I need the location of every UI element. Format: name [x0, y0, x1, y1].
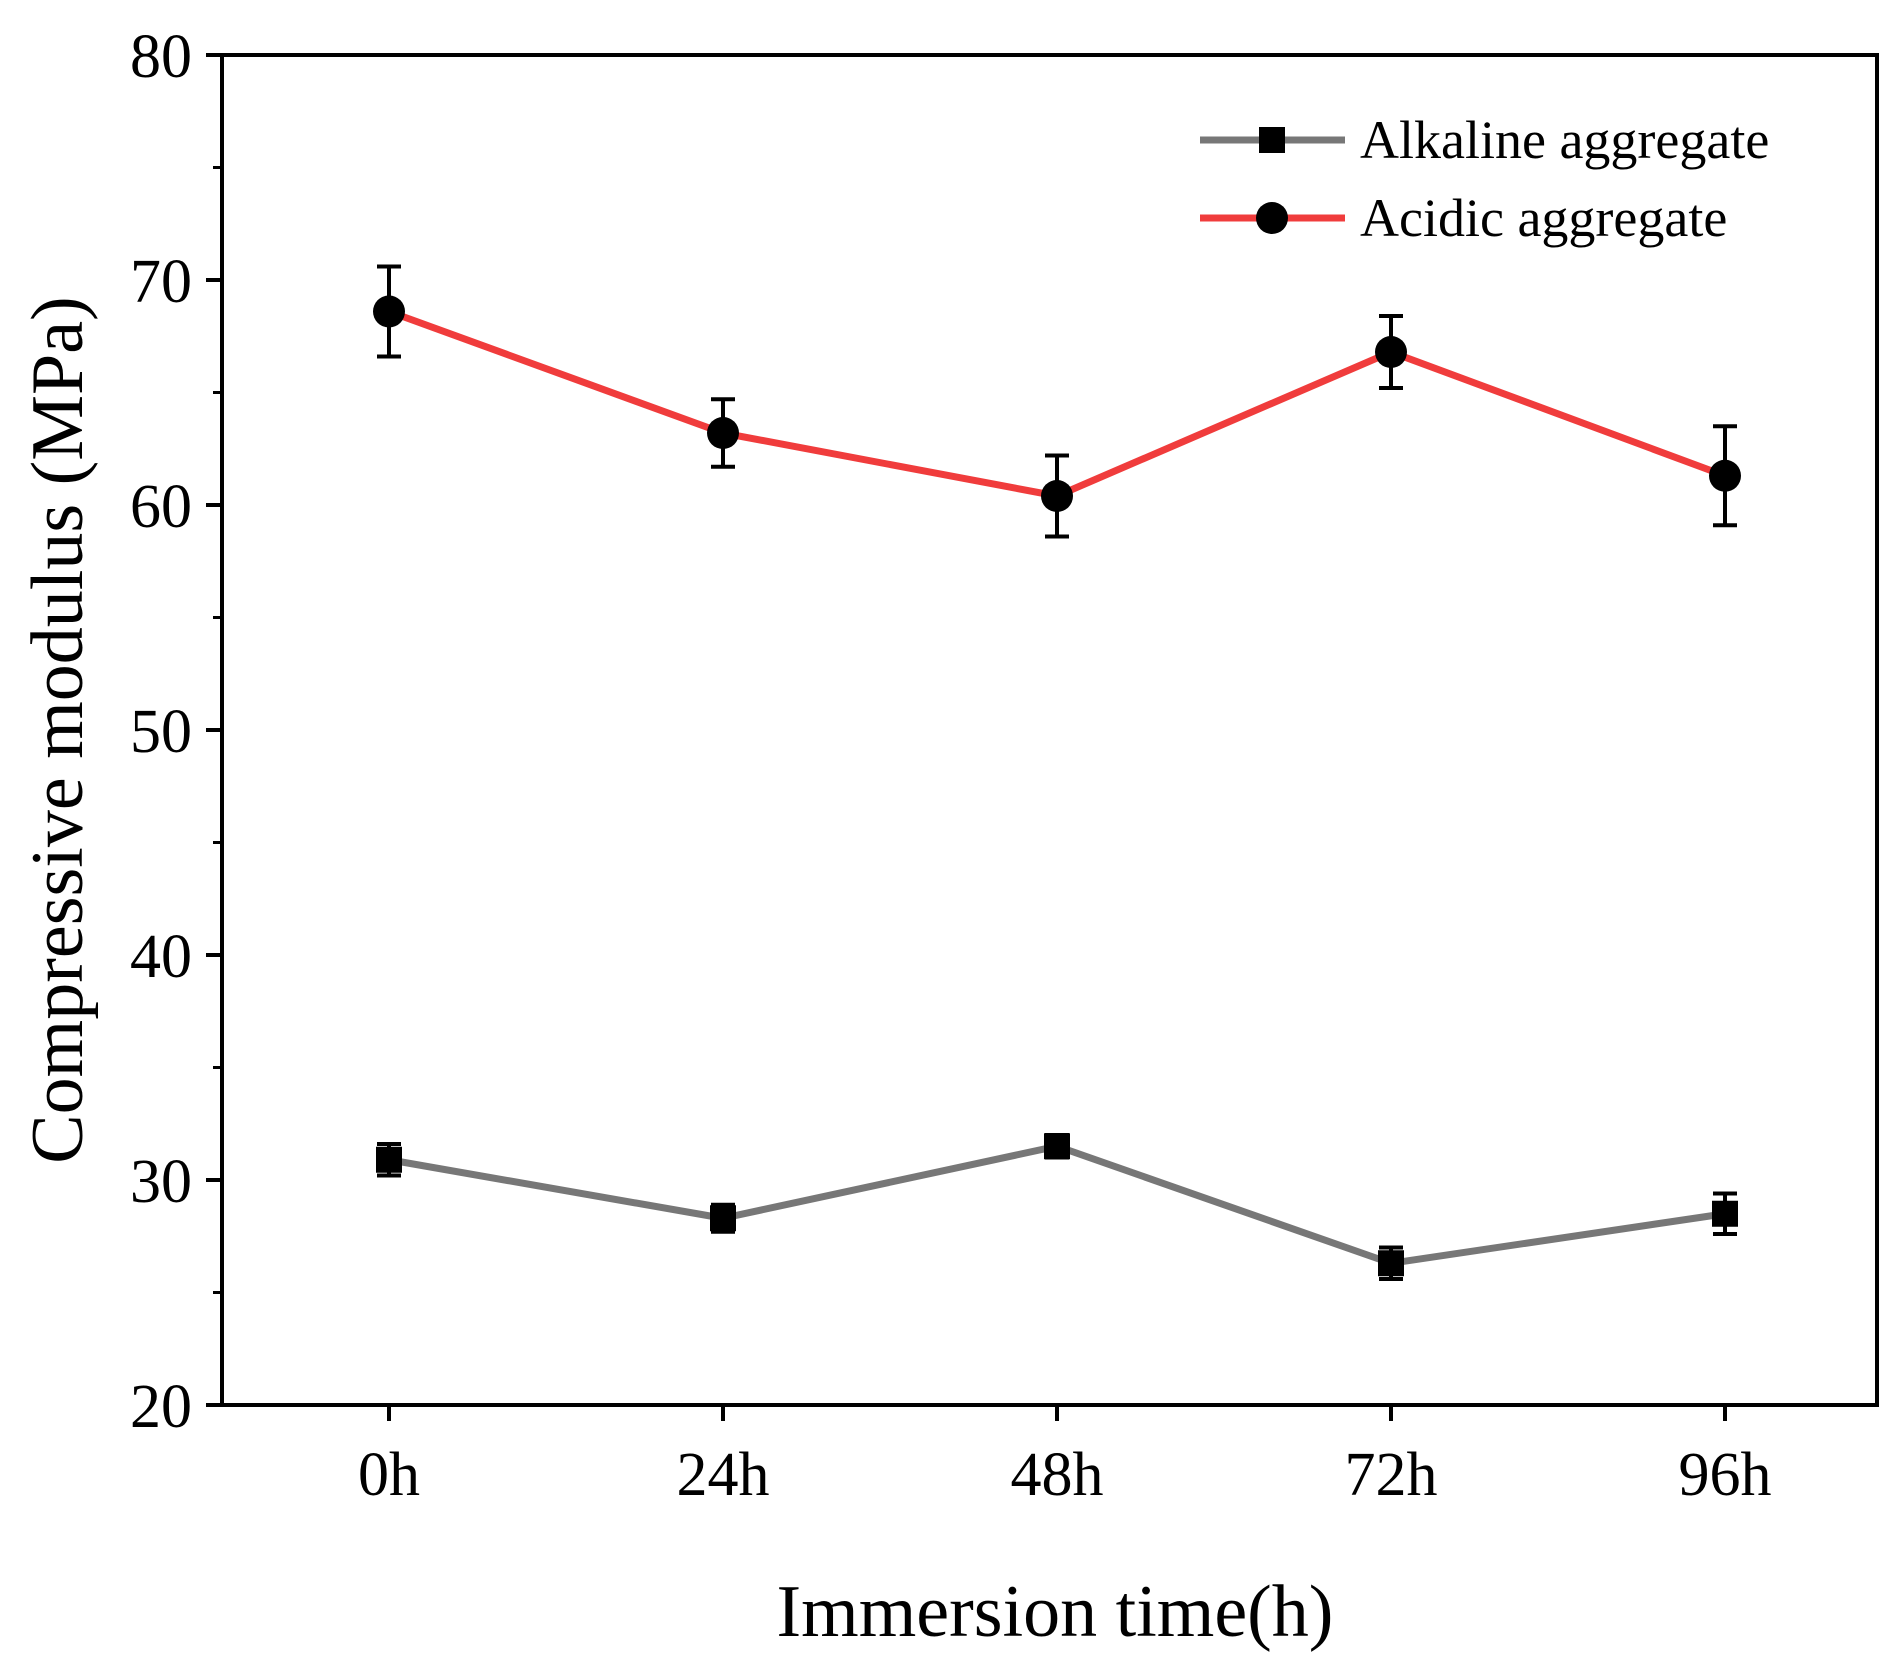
axis-ticks: [206, 53, 1727, 1421]
y-tick-label: 50: [130, 698, 192, 766]
x-tick-label: 96h: [1679, 1441, 1772, 1509]
alkaline-aggregate-point: [1044, 1133, 1070, 1160]
x-tick-label: 48h: [1011, 1441, 1104, 1509]
alkaline-aggregate-point: [710, 1205, 736, 1232]
alkaline-aggregate-point: [376, 1146, 402, 1173]
legend-acidic-aggregate-label: Acidic aggregate: [1360, 188, 1727, 248]
alkaline-aggregate-point: [1712, 1200, 1738, 1227]
acidic-aggregate-point: [373, 295, 405, 328]
y-tick-label: 60: [130, 473, 192, 541]
y-tick-label: 20: [130, 1373, 192, 1441]
alkaline-aggregate-point: [1378, 1250, 1404, 1277]
y-axis-title: Compressive modulus (MPa): [17, 296, 99, 1163]
y-tick-label: 70: [130, 248, 192, 316]
acidic-aggregate-point: [1375, 336, 1407, 368]
alkaline-aggregate-line: [388, 1142, 1726, 1267]
x-tick-label: 0h: [358, 1441, 420, 1509]
legend-acidic-aggregate-marker: [1256, 202, 1288, 234]
x-tick-label: 72h: [1345, 1441, 1438, 1509]
acidic-aggregate-point: [1709, 459, 1741, 492]
y-tick-label: 80: [130, 23, 192, 91]
acidic-aggregate-point: [1041, 480, 1073, 512]
legend: Alkaline aggregate Acidic aggregate: [1200, 110, 1769, 248]
tick-labels: 20 30 40 50 60 70 80 0h 24h 48h 72h 96h: [130, 23, 1772, 1509]
acidic-aggregate-point: [707, 417, 739, 449]
legend-alkaline-aggregate-marker: [1259, 127, 1285, 153]
plot-series: [373, 264, 1741, 1281]
y-tick-label: 30: [130, 1148, 192, 1216]
y-tick-label: 40: [130, 923, 192, 991]
x-tick-label: 24h: [677, 1441, 770, 1509]
x-axis-title: Immersion time(h): [777, 1571, 1334, 1653]
plot-frame: [220, 53, 1879, 1407]
legend-alkaline-aggregate-label: Alkaline aggregate: [1360, 110, 1769, 170]
